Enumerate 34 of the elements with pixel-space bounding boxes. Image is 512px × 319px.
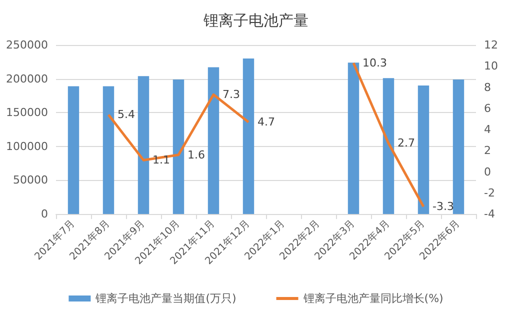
y2-tick-label: 12 (484, 38, 498, 52)
bar (452, 79, 464, 214)
y2-tick-label: 0 (484, 165, 491, 178)
bar (382, 78, 394, 214)
y2-tick-label: -4 (484, 208, 495, 220)
y-tick-label: 200000 (6, 72, 48, 86)
y2-tick-label: 6 (484, 102, 491, 115)
y2-tick-label: 4 (484, 123, 491, 136)
bar (348, 62, 360, 214)
y2-tick-label: 2 (484, 144, 491, 158)
y-tick-label: 0 (41, 208, 48, 220)
bar (68, 86, 80, 214)
y2-tick-label: 8 (484, 80, 491, 94)
bar (418, 86, 430, 214)
legend-label: 锂离子电池产量当期值(万只) (94, 292, 236, 305)
data-label: 1.6 (188, 148, 205, 162)
data-label: 4.7 (258, 116, 275, 129)
bar (138, 76, 150, 214)
bar (172, 79, 184, 214)
legend-label: 锂离子电池产量同比增长(%) (302, 292, 444, 305)
bar (102, 86, 114, 214)
y-tick-label: 150000 (6, 106, 48, 120)
data-label: 7.3 (222, 88, 240, 102)
bar (242, 58, 254, 214)
y-tick-label: 100000 (6, 140, 48, 153)
y-tick-label: 50000 (13, 174, 48, 187)
data-label: 5.4 (118, 108, 135, 122)
y2-tick-label: 10 (484, 60, 498, 73)
data-label: 10.3 (362, 56, 387, 70)
bar (208, 67, 220, 214)
data-label: 2.7 (398, 136, 415, 150)
y2-tick-label: -2 (484, 186, 495, 200)
chart-title: 锂离子电池产量 (202, 12, 308, 30)
y-tick-label: 250000 (6, 38, 48, 52)
